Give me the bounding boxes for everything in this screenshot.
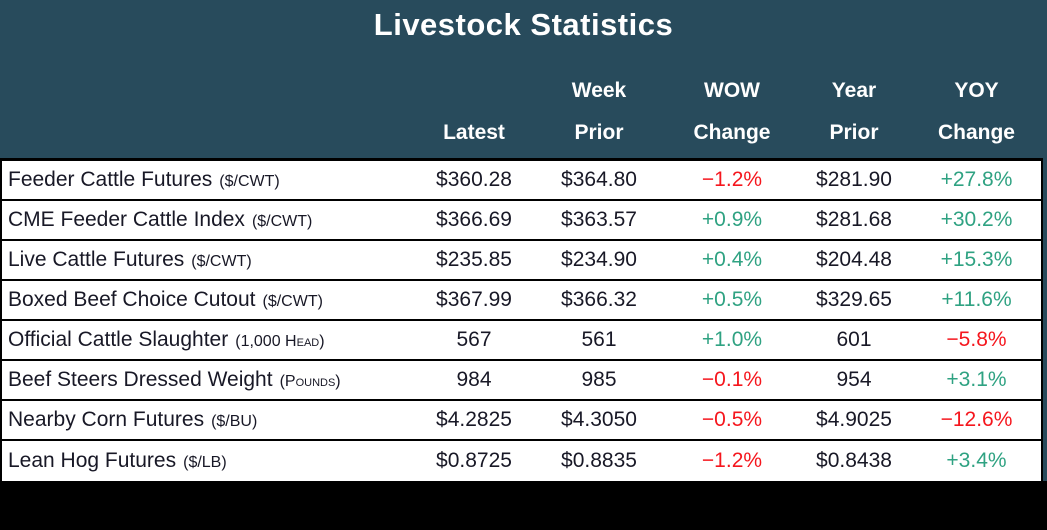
year-prior-value: $0.8438 <box>816 449 892 472</box>
yoy-change-value: +15.3% <box>940 248 1013 271</box>
metric-name: Official Cattle Slaughter <box>8 328 229 351</box>
col-yoy-line1: YOY <box>954 79 999 102</box>
week-prior-value: $4.3050 <box>561 408 637 431</box>
col-year-line1: Year <box>831 79 877 102</box>
metric-unit: ($/LB) <box>183 454 227 471</box>
latest-value: $366.69 <box>436 208 512 231</box>
wow-change-value: +0.4% <box>701 248 763 271</box>
footer-band <box>0 481 1047 530</box>
metric-label: Boxed Beef Choice Cutout ($/CWT) <box>2 288 418 312</box>
col-latest-line2: Latest <box>443 121 505 144</box>
col-week-line2: Prior <box>574 121 624 144</box>
table-row-cme-feeder-cattle-index: CME Feeder Cattle Index ($/CWT) $366.69 $… <box>2 201 1041 241</box>
col-wow-line1: WOW <box>704 79 760 102</box>
wow-change-value: +1.0% <box>701 328 763 351</box>
column-header-row-1: Week WOW Year YOY <box>0 79 1047 103</box>
metric-label: CME Feeder Cattle Index ($/CWT) <box>2 208 418 232</box>
year-prior-value: $204.48 <box>816 248 892 271</box>
week-prior-value: $363.57 <box>561 208 637 231</box>
week-prior-value: $0.8835 <box>561 449 637 472</box>
metric-name: Lean Hog Futures <box>8 449 177 472</box>
latest-value: 567 <box>456 328 492 351</box>
metric-name: Live Cattle Futures <box>8 248 185 271</box>
year-prior-value: 601 <box>836 328 872 351</box>
wow-change-value: −1.2% <box>701 449 763 472</box>
metric-label: Feeder Cattle Futures ($/CWT) <box>2 168 418 192</box>
metric-unit: ($/BU) <box>211 413 258 430</box>
year-prior-value: 954 <box>836 368 872 391</box>
year-prior-value: $281.68 <box>816 208 892 231</box>
latest-value: $367.99 <box>436 288 512 311</box>
yoy-change-value: −12.6% <box>940 408 1013 431</box>
metric-label: Beef Steers Dressed Weight (Pounds) <box>2 368 418 392</box>
col-year-line2: Prior <box>829 121 879 144</box>
latest-value: $235.85 <box>436 248 512 271</box>
year-prior-value: $4.9025 <box>816 408 892 431</box>
wow-change-value: +0.5% <box>701 288 763 311</box>
wow-change-value: −0.1% <box>701 368 763 391</box>
metric-name: Feeder Cattle Futures <box>8 168 213 191</box>
week-prior-value: $234.90 <box>561 248 637 271</box>
yoy-change-value: +27.8% <box>940 168 1013 191</box>
col-label-spacer <box>2 121 418 145</box>
yoy-change-value: +3.1% <box>946 368 1007 391</box>
yoy-change-value: +11.6% <box>941 288 1012 311</box>
table-row-boxed-beef-choice-cutout: Boxed Beef Choice Cutout ($/CWT) $367.99 … <box>2 281 1041 321</box>
col-week-line1: Week <box>571 79 627 102</box>
statistics-table: Feeder Cattle Futures ($/CWT) $360.28 $36… <box>0 158 1043 481</box>
metric-unit: (Pounds) <box>279 373 341 390</box>
col-yoy-line2: Change <box>937 121 1015 144</box>
yoy-change-value: +3.4% <box>946 449 1007 472</box>
table-row-beef-steers-dressed-weight: Beef Steers Dressed Weight (Pounds) 984 9… <box>2 361 1041 401</box>
wow-change-value: +0.9% <box>701 208 763 231</box>
metric-unit: ($/CWT) <box>191 253 252 270</box>
column-header-row-2: Latest Prior Change Prior Change <box>0 121 1047 145</box>
table-row-lean-hog-futures: Lean Hog Futures ($/LB) $0.8725 $0.8835 −… <box>2 441 1041 481</box>
week-prior-value: 985 <box>581 368 617 391</box>
year-prior-value: $329.65 <box>816 288 892 311</box>
page-title: Livestock Statistics <box>373 7 674 42</box>
table-row-feeder-cattle-futures: Feeder Cattle Futures ($/CWT) $360.28 $36… <box>2 161 1041 201</box>
table-row-live-cattle-futures: Live Cattle Futures ($/CWT) $235.85 $234.… <box>2 241 1041 281</box>
week-prior-value: $366.32 <box>561 288 637 311</box>
metric-unit: (1,000 Head) <box>235 333 325 350</box>
table-header: Livestock Statistics Week WOW Year YOY L… <box>0 0 1047 158</box>
col-label-spacer <box>2 79 418 103</box>
metric-name: Boxed Beef Choice Cutout <box>8 288 256 311</box>
metric-label: Lean Hog Futures ($/LB) <box>2 449 418 473</box>
latest-value: $0.8725 <box>436 449 512 472</box>
latest-value: $360.28 <box>436 168 512 191</box>
metric-name: CME Feeder Cattle Index <box>8 208 245 231</box>
yoy-change-value: +30.2% <box>940 208 1013 231</box>
week-prior-value: $364.80 <box>561 168 637 191</box>
col-latest-line1 <box>418 79 530 103</box>
table-row-nearby-corn-futures: Nearby Corn Futures ($/BU) $4.2825 $4.305… <box>2 401 1041 441</box>
week-prior-value: 561 <box>581 328 617 351</box>
metric-unit: ($/CWT) <box>219 173 280 190</box>
latest-value: $4.2825 <box>436 408 512 431</box>
year-prior-value: $281.90 <box>816 168 892 191</box>
metric-label: Live Cattle Futures ($/CWT) <box>2 248 418 272</box>
metric-unit: ($/CWT) <box>251 213 313 230</box>
yoy-change-value: −5.8% <box>946 328 1007 351</box>
metric-label: Official Cattle Slaughter (1,000 Head) <box>2 328 418 352</box>
metric-label: Nearby Corn Futures ($/BU) <box>2 408 418 432</box>
wow-change-value: −0.5% <box>701 408 763 431</box>
metric-name: Beef Steers Dressed Weight <box>8 368 273 391</box>
col-wow-line2: Change <box>693 121 771 144</box>
metric-name: Nearby Corn Futures <box>8 408 205 431</box>
latest-value: 984 <box>456 368 492 391</box>
metric-unit: ($/CWT) <box>262 293 323 310</box>
wow-change-value: −1.2% <box>701 168 763 191</box>
table-row-official-cattle-slaughter: Official Cattle Slaughter (1,000 Head) 56… <box>2 321 1041 361</box>
